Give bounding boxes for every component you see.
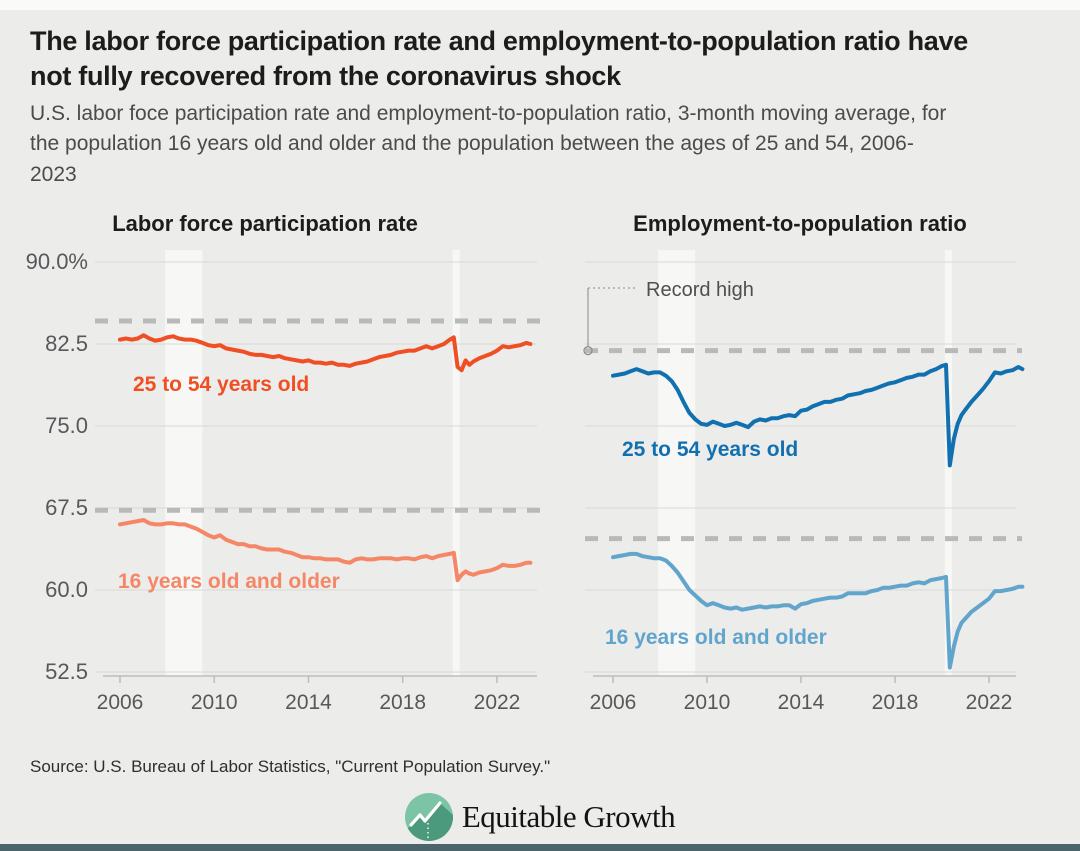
- y-tick-label: 60.0: [45, 577, 88, 602]
- equitable-growth-logo: Equitable Growth: [0, 793, 1080, 841]
- x-tick-label: 2010: [684, 691, 731, 714]
- series-line-25-to-54-years-old: [611, 362, 1025, 468]
- y-tick-label: 52.5: [45, 659, 88, 684]
- y-tick-label: 67.5: [45, 495, 88, 520]
- x-tick-label: 2010: [191, 691, 238, 714]
- recession-band: [658, 250, 696, 676]
- labor-force-participation-rate-panel: 25 to 54 years old 16 years old and older…: [26, 249, 544, 714]
- x-tick-label: 2014: [778, 691, 825, 714]
- right-chart-title: Employment-to-population ratio: [633, 211, 967, 236]
- x-tick-label: 2022: [474, 691, 521, 714]
- series-label-16-years-old-and-older: 16 years old and older: [605, 626, 827, 649]
- x-tick-label: 2006: [97, 691, 144, 714]
- top-margin: [0, 0, 1080, 10]
- x-tick-label: 2014: [285, 691, 332, 714]
- series-line-16-years-old-and-older: [611, 551, 1025, 670]
- x-tick-label: 2006: [590, 691, 637, 714]
- y-tick-label: 82.5: [45, 331, 88, 356]
- annotation-marker: [583, 346, 593, 356]
- x-tick-label: 2018: [872, 691, 919, 714]
- employment-to-population-ratio-panel: 25 to 54 years old 16 years old and older…: [583, 250, 1025, 714]
- left-chart-title: Labor force participation rate: [112, 211, 418, 236]
- x-tick-label: 2018: [379, 691, 426, 714]
- series-label-25-to-54-years-old: 25 to 54 years old: [622, 438, 798, 461]
- logo-wordmark: Equitable Growth: [461, 799, 676, 834]
- equitable-growth-logo-icon: [404, 793, 453, 841]
- logo-dot: [423, 819, 427, 823]
- recession-band: [165, 250, 203, 676]
- recession-band: [944, 250, 952, 676]
- page-subtitle: U.S. labor foce participation rate and e…: [30, 102, 947, 186]
- logo-circle-dark: [404, 803, 453, 841]
- page-title: The labor force participation rate and e…: [30, 26, 968, 92]
- logo-dot: [418, 813, 422, 817]
- series-line-25-to-54-years-old: [118, 333, 533, 373]
- series-label-25-to-54-years-old: 25 to 54 years old: [133, 373, 309, 396]
- footer-bar: [0, 844, 1080, 851]
- y-tick-label: 75.0: [45, 413, 88, 438]
- source-note: Source: U.S. Bureau of Labor Statistics,…: [30, 757, 551, 776]
- y-tick-label: 90.0%: [26, 249, 88, 274]
- series-line-16-years-old-and-older: [118, 518, 533, 583]
- logo-trend-line-icon: [409, 801, 442, 827]
- recession-band: [452, 250, 460, 676]
- annotation-label: Record high: [646, 279, 754, 301]
- x-tick-label: 2022: [966, 691, 1013, 714]
- series-label-16-years-old-and-older: 16 years old and older: [118, 570, 340, 593]
